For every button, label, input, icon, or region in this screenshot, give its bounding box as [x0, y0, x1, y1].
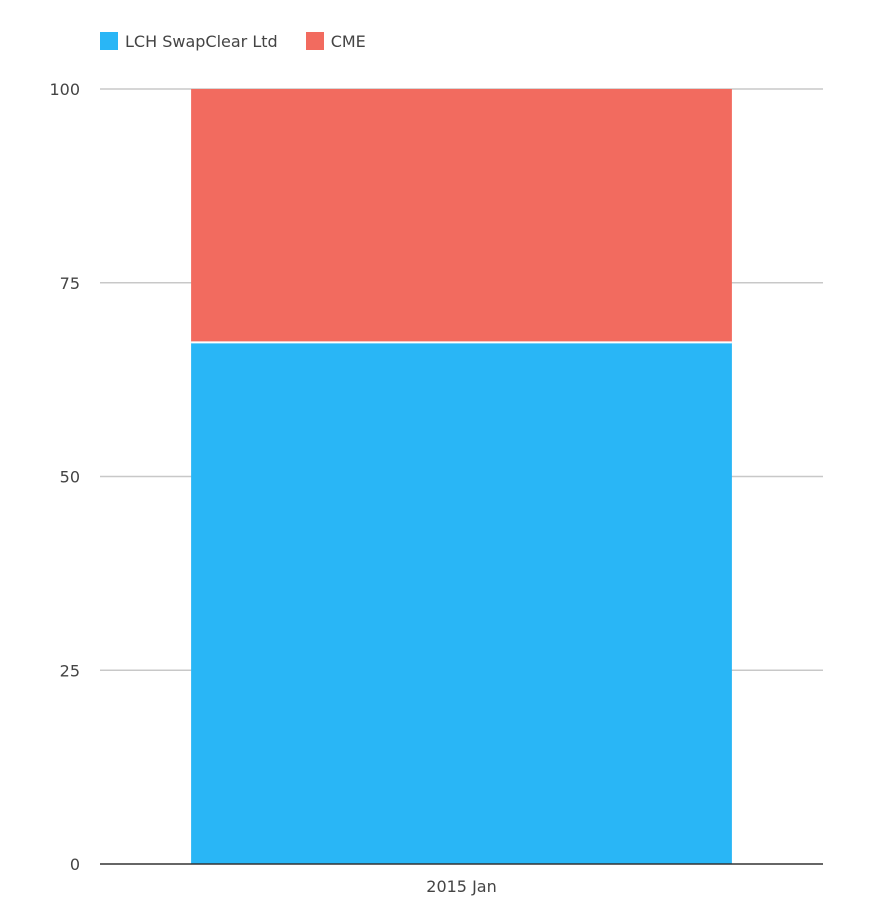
- y-tick-label-100: 100: [49, 80, 80, 99]
- chart-legend: LCH SwapClear Ltd CME: [100, 30, 394, 52]
- tick-labels: 0 25 50 75 100 2015 Jan: [49, 80, 496, 896]
- y-tick-label-25: 25: [60, 661, 80, 680]
- bar-stack: [191, 89, 732, 864]
- bar-segment-lch-swapclear-ltd-0[interactable]: [191, 342, 732, 864]
- bar-segment-cme-0[interactable]: [191, 89, 732, 343]
- y-tick-label-75: 75: [60, 274, 80, 293]
- y-tick-label-50: 50: [60, 468, 80, 487]
- legend-swatch-cme: [305, 32, 324, 50]
- legend-swatch-lch-swapclear: [100, 32, 118, 50]
- legend-label-lch-swapclear: LCH SwapClear Ltd: [125, 31, 278, 51]
- legend-item-cme[interactable]: CME: [305, 31, 366, 51]
- legend-label-cme: CME: [330, 31, 366, 51]
- legend-item-lch-swapclear[interactable]: LCH SwapClear Ltd: [100, 32, 278, 51]
- y-tick-label-0: 0: [70, 855, 80, 874]
- x-tick-label-0: 2015 Jan: [426, 877, 496, 896]
